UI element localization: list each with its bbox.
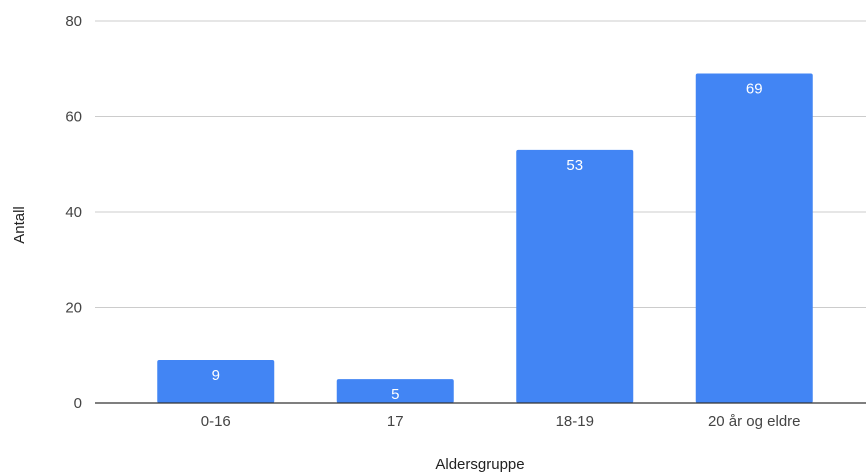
y-tick-label: 0: [74, 395, 82, 412]
bar-value-label: 5: [391, 386, 399, 403]
bar-value-label: 53: [566, 157, 583, 174]
x-axis-ticks: 0-16 17 18-19 20 år og eldre: [201, 413, 801, 430]
x-axis-title: Aldersgruppe: [435, 456, 524, 473]
bar-value-label: 69: [746, 81, 763, 98]
y-tick-label: 40: [65, 204, 82, 221]
bar: [695, 73, 813, 404]
bar-value-label: 9: [212, 367, 220, 384]
y-axis-ticks: 0 20 40 60 80: [65, 13, 82, 412]
bars: [157, 73, 813, 404]
data-labels: 9 5 53 69: [212, 81, 763, 404]
x-tick-label: 18-19: [556, 413, 594, 430]
y-tick-label: 60: [65, 109, 82, 126]
x-tick-label: 0-16: [201, 413, 231, 430]
x-tick-label: 20 år og eldre: [708, 413, 801, 430]
bar: [157, 360, 275, 403]
bar: [336, 379, 454, 403]
bar: [516, 149, 634, 403]
y-tick-label: 20: [65, 300, 82, 317]
x-tick-label: 17: [387, 413, 404, 430]
y-axis-title: Antall: [11, 206, 28, 244]
y-tick-label: 80: [65, 13, 82, 30]
